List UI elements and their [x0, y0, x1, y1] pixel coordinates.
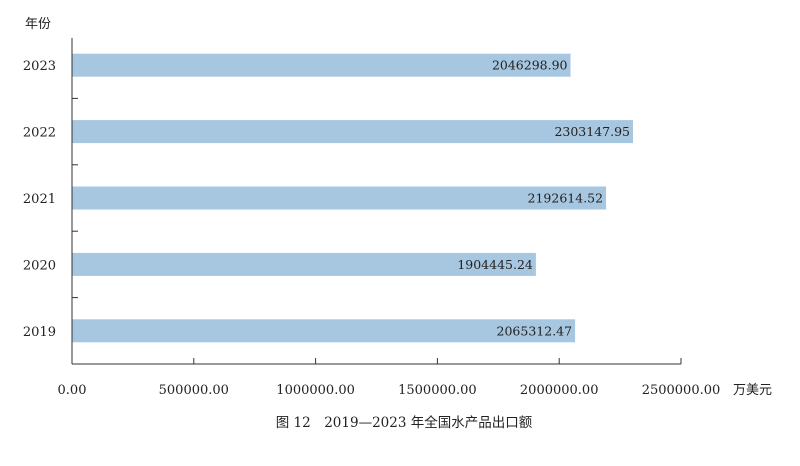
data-label-2022: 2303147.95: [554, 124, 630, 139]
x-axis-unit-label: 万美元: [733, 383, 772, 398]
x-tick-label-2: 1000000.00: [276, 383, 355, 398]
data-label-2019: 2065312.47: [497, 323, 573, 338]
bar-2021: [72, 186, 607, 210]
bar-2023: [72, 53, 571, 77]
y-tick-label-2022: 2022: [23, 126, 56, 141]
data-label-2020: 1904445.24: [457, 257, 533, 272]
x-tick-label-0: 0.00: [58, 383, 87, 398]
x-tick-label-3: 1500000.00: [398, 383, 477, 398]
bar-2019: [72, 319, 576, 343]
bar-2022: [72, 120, 633, 144]
y-tick-label-2019: 2019: [23, 325, 56, 340]
y-tick-label-2020: 2020: [23, 258, 56, 273]
x-tick-label-1: 500000.00: [159, 383, 229, 398]
data-label-2021: 2192614.52: [528, 191, 604, 206]
data-label-2023: 2046298.90: [492, 58, 568, 73]
chart-caption: 图 12 2019—2023 年全国水产品出口额: [276, 414, 533, 431]
bar-2020: [72, 252, 536, 276]
y-tick-label-2021: 2021: [23, 192, 56, 207]
y-axis-title: 年份: [25, 17, 51, 32]
y-tick-label-2023: 2023: [23, 59, 56, 74]
x-tick-label-4: 2000000.00: [520, 383, 599, 398]
x-tick-label-5: 2500000.00: [642, 383, 721, 398]
